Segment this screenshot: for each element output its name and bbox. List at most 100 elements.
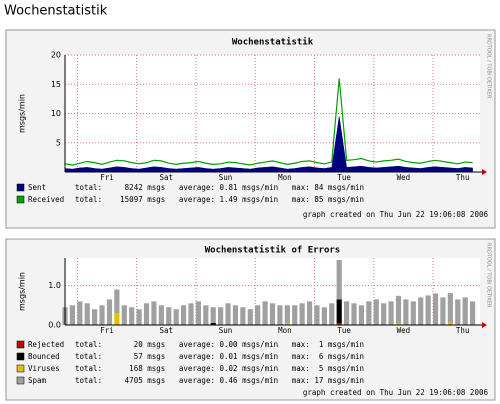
legend-swatch (16, 340, 25, 349)
bar (195, 301, 201, 325)
x-tick-label: Sat (160, 326, 174, 335)
y-tick-label: 15 (51, 80, 61, 89)
legend-stats: total: 4705 msgs average: 0.46 msgs/min … (75, 376, 364, 385)
side-label: RRDTOOL / TOBI OETIKER (486, 243, 492, 308)
x-tick-label: Tue (337, 326, 351, 335)
legend-label: Received (28, 195, 64, 204)
bar (299, 303, 305, 325)
axis-arrow (482, 322, 487, 328)
bar (366, 301, 372, 325)
y-axis-label: msgs/min (18, 94, 27, 133)
bar (395, 323, 402, 325)
bar (455, 299, 461, 325)
legend-swatch (16, 352, 25, 361)
footer: graph created on Thu Jun 22 19:06:08 200… (303, 388, 489, 397)
x-tick-label: Thu (456, 173, 470, 182)
legend-swatch (16, 364, 25, 373)
bar (469, 301, 476, 325)
bar (329, 303, 335, 325)
bar (336, 299, 342, 324)
bar (218, 307, 224, 325)
bar (425, 295, 431, 325)
bar (129, 307, 135, 325)
legend-swatch (16, 376, 25, 385)
bar (173, 309, 179, 325)
bar (403, 299, 409, 325)
bar (232, 305, 239, 325)
bar (269, 303, 276, 325)
x-tick-label: Mon (278, 326, 292, 335)
legend-stats: total: 168 msgs average: 0.02 msgs/min m… (75, 364, 364, 373)
bar (284, 305, 290, 324)
y-axis-label: msgs/min (18, 272, 27, 311)
bar (84, 303, 90, 325)
bar (262, 301, 268, 325)
bar (225, 303, 231, 325)
bar (69, 305, 76, 325)
series-area (64, 116, 473, 173)
y-tick-label: 10 (51, 109, 61, 118)
bar (284, 323, 290, 325)
bar (381, 303, 387, 325)
bar (292, 305, 298, 325)
bar (255, 305, 261, 325)
bar (336, 259, 342, 300)
bar (203, 305, 209, 325)
y-tick-label: 5 (56, 138, 61, 147)
x-tick-label: Sun (219, 326, 233, 335)
x-tick-label: Thu (456, 326, 470, 335)
legend-swatch (16, 195, 25, 204)
legend-label: Bounced (28, 352, 60, 361)
bar (99, 305, 105, 325)
bar (136, 309, 142, 325)
bar (321, 307, 327, 325)
bar (166, 307, 172, 325)
bar (180, 305, 187, 325)
bar (373, 299, 379, 325)
legend-stats: total: 20 msgs average: 0.00 msgs/min ma… (75, 340, 364, 349)
bar (314, 305, 320, 325)
bar (121, 305, 127, 325)
legend-label: Rejected (28, 340, 64, 349)
x-tick-label: Wed (397, 326, 411, 335)
chart-title: Wochenstatistik (232, 37, 314, 48)
y-tick-label: 1.0 (48, 281, 61, 290)
bar (143, 303, 150, 325)
bar (151, 301, 157, 325)
legend-stats: total: 15097 msgs average: 1.49 msgs/min… (75, 195, 364, 204)
bar (447, 293, 453, 323)
bar (188, 303, 194, 325)
footer: graph created on Thu Jun 22 19:06:08 200… (303, 210, 489, 219)
bar (432, 293, 439, 325)
legend-stats: total: 8242 msgs average: 0.81 msgs/min … (75, 183, 364, 192)
bar (410, 301, 416, 325)
bar (344, 301, 350, 325)
bar (388, 301, 394, 325)
x-tick-label: Sun (219, 173, 233, 182)
bar (92, 309, 98, 325)
bar (336, 323, 342, 325)
bar (306, 301, 313, 325)
bar (447, 322, 453, 325)
x-tick-label: Mon (278, 173, 292, 182)
y-tick-label: 20 (51, 51, 61, 60)
legend-stats: total: 57 msgs average: 0.01 msgs/min ma… (75, 352, 364, 361)
legend-label: Viruses (28, 364, 60, 373)
bar (158, 305, 164, 325)
axis-arrow (482, 169, 487, 175)
bar (440, 297, 446, 325)
x-tick-label: Wed (397, 173, 411, 182)
bar (462, 297, 468, 325)
side-label: RRDTOOL / TOBI OETIKER (486, 34, 492, 99)
bar (210, 307, 216, 324)
bar (106, 299, 113, 325)
x-tick-label: Tue (337, 173, 351, 182)
chart-title: Wochenstatistik of Errors (205, 245, 340, 256)
bar (240, 307, 246, 325)
legend-swatch (16, 183, 25, 192)
bar (351, 303, 357, 325)
y-tick-label: 0.0 (48, 321, 61, 330)
series-line (64, 78, 473, 166)
bar (358, 305, 365, 325)
